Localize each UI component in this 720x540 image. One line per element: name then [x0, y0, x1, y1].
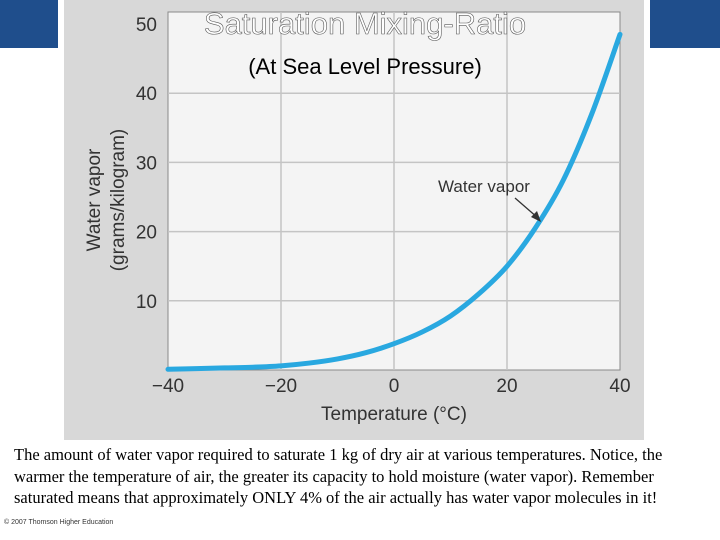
annotation-arrow-head — [531, 211, 541, 222]
water-vapor-curve — [165, 31, 623, 372]
y-tick-labels: 10 20 30 40 50 — [136, 15, 157, 313]
x-tick-label: 20 — [496, 376, 517, 397]
y-tick-label: 40 — [136, 84, 157, 105]
curve-annotation: Water vapor — [438, 177, 530, 196]
x-tick-label: 40 — [609, 376, 630, 397]
y-axis-label: Water vapor (grams/kilogram) — [84, 129, 129, 272]
caption-text: The amount of water vapor required to sa… — [14, 445, 663, 507]
y-tick-label: 10 — [136, 292, 157, 313]
header-band-left — [0, 0, 58, 48]
y-tick-label: 30 — [136, 153, 157, 174]
copyright-notice: © 2007 Thomson Higher Education — [4, 519, 114, 526]
y-tick-label: 20 — [136, 223, 157, 244]
x-tick-label: −20 — [265, 376, 297, 397]
chart-subtitle: (At Sea Level Pressure) — [248, 54, 482, 79]
x-tick-label: −40 — [152, 376, 184, 397]
chart-title: Saturation Mixing-Ratio — [203, 6, 527, 42]
x-tick-labels: −40 −20 0 20 40 — [152, 376, 631, 397]
grid — [168, 12, 620, 370]
y-tick-label: 50 — [136, 15, 157, 36]
x-tick-label: 0 — [389, 376, 400, 397]
y-axis-label-line1: Water vapor — [84, 148, 105, 251]
y-axis-label-line2: (grams/kilogram) — [108, 129, 129, 272]
x-axis-label: Temperature (°C) — [321, 404, 467, 425]
header-band-right — [650, 0, 720, 48]
